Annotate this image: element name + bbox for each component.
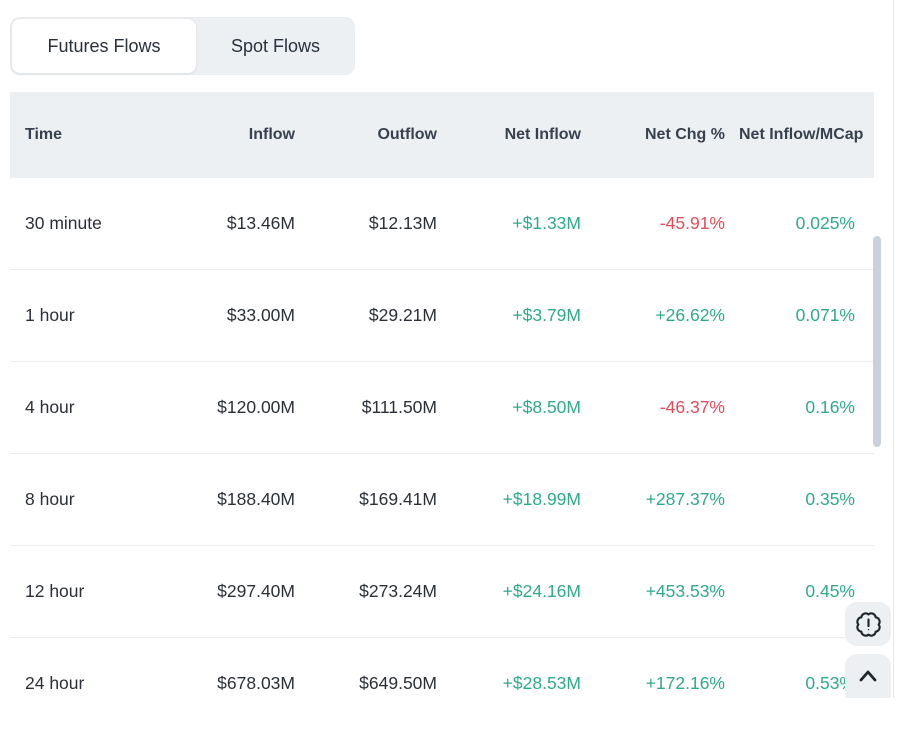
page-edge-divider (893, 0, 894, 698)
inflow-cell: $13.46M (226, 213, 295, 233)
time-cell: 8 hour (25, 489, 75, 509)
net-chg-cell: +172.16% (645, 673, 725, 693)
outflow-cell: $12.13M (368, 213, 437, 233)
alert-badge-button[interactable] (845, 602, 891, 646)
net-inflow-cell: +$28.53M (502, 673, 581, 693)
tab-futures-flows[interactable]: Futures Flows (11, 18, 197, 74)
outflow-cell: $169.41M (359, 489, 437, 509)
vertical-scrollbar-thumb[interactable] (873, 236, 881, 447)
net-inflow-mcap-cell: 0.16% (805, 397, 855, 417)
inflow-cell: $297.40M (217, 581, 295, 601)
column-header-net-chg: Net Chg % (645, 126, 725, 143)
tab-futures-flows-label: Futures Flows (47, 35, 161, 56)
column-header-net-inflow-mcap: Net Inflow/MCap (739, 126, 864, 143)
scroll-to-top-button[interactable] (845, 654, 891, 698)
table-row: 8 hour $188.40M $169.41M +$18.99M +287.3… (10, 454, 874, 546)
net-inflow-cell: +$18.99M (502, 489, 581, 509)
column-header-time: Time (25, 126, 63, 143)
table-row: 30 minute $13.46M $12.13M +$1.33M -45.91… (10, 178, 874, 270)
outflow-cell: $649.50M (359, 673, 437, 693)
table-row: 12 hour $297.40M $273.24M +$24.16M +453.… (10, 546, 874, 638)
net-inflow-mcap-cell: 0.45% (805, 581, 855, 601)
net-inflow-mcap-cell: 0.35% (805, 489, 855, 509)
outflow-cell: $273.24M (359, 581, 437, 601)
net-chg-cell: -46.37% (659, 397, 725, 417)
alert-badge-icon (855, 611, 882, 638)
column-header-inflow: Inflow (248, 126, 295, 143)
net-inflow-mcap-cell: 0.53% (805, 673, 855, 693)
table-header-row: Time Inflow Outflow Net Inflow Net Chg %… (10, 92, 874, 178)
time-cell: 4 hour (25, 397, 75, 417)
column-header-outflow: Outflow (377, 126, 437, 143)
column-header-net-inflow: Net Inflow (504, 126, 581, 143)
outflow-cell: $29.21M (368, 305, 437, 325)
time-cell: 24 hour (25, 673, 85, 693)
flows-tab-group: Futures Flows Spot Flows (10, 17, 355, 75)
table-row: 1 hour $33.00M $29.21M +$3.79M +26.62% 0… (10, 270, 874, 362)
table-row: 24 hour $678.03M $649.50M +$28.53M +172.… (10, 638, 874, 729)
time-cell: 30 minute (25, 213, 102, 233)
time-cell: 12 hour (25, 581, 85, 601)
inflow-cell: $188.40M (217, 489, 295, 509)
net-inflow-cell: +$8.50M (512, 397, 581, 417)
tab-spot-flows[interactable]: Spot Flows (197, 18, 354, 74)
net-inflow-cell: +$1.33M (512, 213, 581, 233)
net-chg-cell: +26.62% (655, 305, 725, 325)
net-chg-cell: +453.53% (645, 581, 725, 601)
net-chg-cell: -45.91% (659, 213, 725, 233)
net-inflow-cell: +$24.16M (502, 581, 581, 601)
chevron-up-icon (856, 666, 880, 686)
inflow-cell: $120.00M (217, 397, 295, 417)
net-chg-cell: +287.37% (645, 489, 725, 509)
inflow-cell: $678.03M (217, 673, 295, 693)
net-inflow-mcap-cell: 0.071% (795, 305, 855, 325)
tab-spot-flows-label: Spot Flows (230, 35, 321, 56)
outflow-cell: $111.50M (361, 397, 437, 417)
table-row: 4 hour $120.00M $111.50M +$8.50M -46.37%… (10, 362, 874, 454)
net-inflow-cell: +$3.79M (512, 305, 581, 325)
futures-flows-table: Time Inflow Outflow Net Inflow Net Chg %… (10, 92, 874, 729)
net-inflow-mcap-cell: 0.025% (795, 213, 855, 233)
inflow-cell: $33.00M (226, 305, 295, 325)
time-cell: 1 hour (25, 305, 75, 325)
